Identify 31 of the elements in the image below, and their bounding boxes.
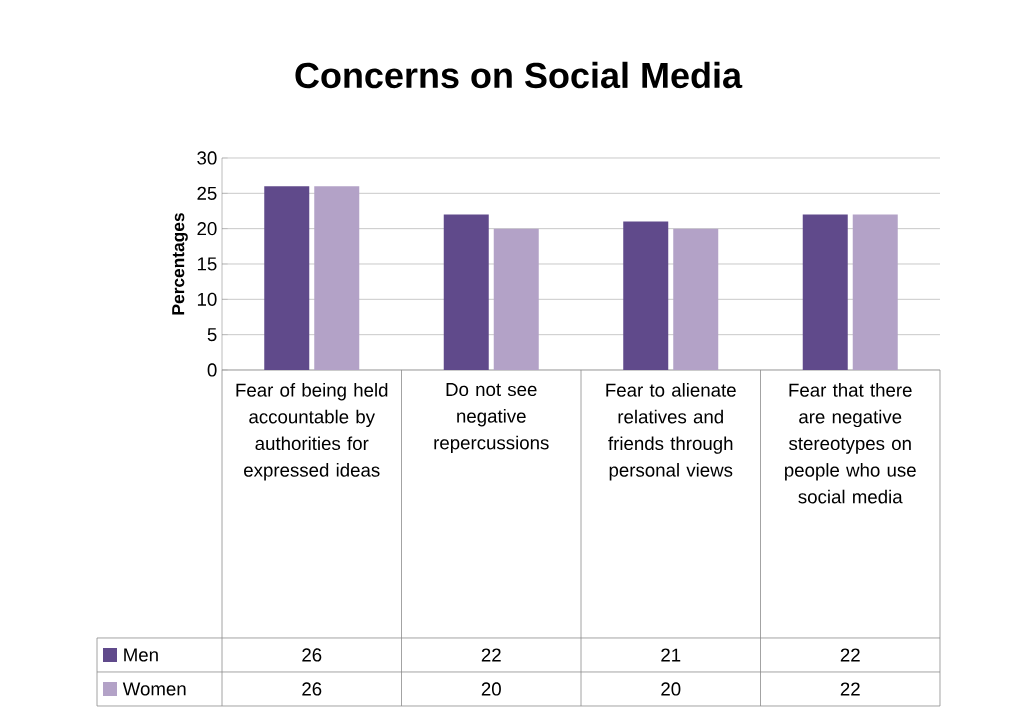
y-tick-label: 5 [207, 328, 217, 342]
x-tick-label: Fear that there are negative stereotypes on people who use social media [785, 383, 916, 504]
y-tick-label: 15 [197, 257, 217, 271]
data-label: 26 [302, 682, 322, 696]
data-label: 20 [481, 682, 501, 696]
bar [443, 214, 489, 370]
bar [623, 221, 669, 370]
y-tick-label: 0 [207, 363, 217, 377]
y-tick-label: 30 [197, 151, 217, 165]
data-label: 26 [302, 648, 322, 662]
y-tick-label: 25 [197, 186, 217, 200]
data-label: 22 [840, 648, 860, 662]
legend-label: Men [124, 648, 158, 662]
x-tick-label: Fear to alienate relatives and friends through personal views [606, 383, 736, 481]
bar [802, 214, 848, 370]
data-label: 20 [661, 682, 681, 696]
bar [852, 214, 898, 370]
y-tick-label: 20 [197, 222, 217, 236]
x-tick-label: Fear of being held accountable by authorities for expressed ideas [236, 383, 388, 481]
y-tick-label: 10 [197, 292, 217, 306]
data-label: 22 [481, 648, 501, 662]
x-tick-label: Do not see negative repercussions [434, 383, 549, 454]
bar [673, 228, 719, 370]
legend-label: Women [122, 682, 186, 696]
bar [493, 228, 539, 370]
data-label: 22 [840, 682, 860, 696]
bar [264, 186, 310, 370]
y-axis-title: Percentages [172, 213, 188, 315]
data-label: 21 [661, 648, 681, 662]
bar [314, 186, 360, 370]
chart-title: Concerns on Social Media [295, 61, 743, 89]
